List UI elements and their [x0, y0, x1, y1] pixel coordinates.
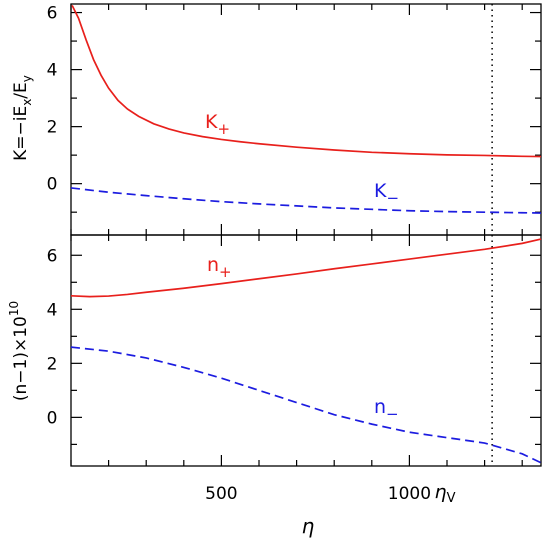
series-label-nminus: n−: [374, 396, 399, 423]
y-tick-label-bottom: 6: [47, 246, 58, 266]
top-ylabel-main: K=−iE: [11, 106, 31, 161]
y-tick-label-bottom: 2: [47, 354, 58, 374]
x-tick-label: 1000: [388, 484, 431, 504]
bottom-panel: 0 2 4 6 500 1000 n+ n−: [47, 234, 542, 504]
y-tick-label-top: 2: [47, 118, 58, 138]
series-line-Kplus: [71, 5, 542, 158]
svg-text:(n−1)×1010: (n−1)×1010: [7, 301, 31, 401]
top-ylabel-mid: /E: [11, 82, 31, 98]
svg-text:K=−iEx/Ey: K=−iEx/Ey: [11, 75, 34, 161]
series-label-Kminus: K−: [374, 180, 399, 207]
plot-frame-top: [70, 3, 542, 236]
y-tick-label-bottom: 0: [47, 408, 58, 428]
series-line-Kminus: [70, 187, 542, 214]
eta-v-label-main: η: [435, 481, 447, 503]
y-tick-label-top: 0: [47, 175, 58, 195]
top-y-axis-label: K=−iEx/Ey: [11, 75, 34, 161]
bottom-ylabel-main: (n−1)×10: [11, 316, 31, 401]
series-line-nminus: [70, 346, 542, 464]
plot-frame-bottom: [70, 234, 542, 467]
eta-v-label-sub: V: [447, 491, 456, 506]
series-label-nplus: n+: [207, 254, 232, 281]
y-tick-label-top: 6: [47, 4, 58, 24]
y-tick-label-top: 4: [47, 61, 58, 81]
x-axis-label: η: [302, 514, 315, 538]
top-ylabel-sub-x: x: [20, 99, 34, 106]
bottom-ylabel-sup: 10: [7, 301, 21, 316]
top-ylabel-sub-y: y: [20, 75, 34, 82]
series-line-nplus: [70, 238, 542, 298]
bottom-y-axis-label: (n−1)×1010: [7, 301, 31, 401]
top-panel: 0 2 4 6 K+ K−: [47, 3, 542, 236]
series-label-Kplus: K+: [205, 111, 230, 138]
x-tick-label: 500: [205, 484, 237, 504]
y-tick-label-bottom: 4: [47, 300, 58, 320]
eta-v-label: ηV: [435, 481, 456, 506]
